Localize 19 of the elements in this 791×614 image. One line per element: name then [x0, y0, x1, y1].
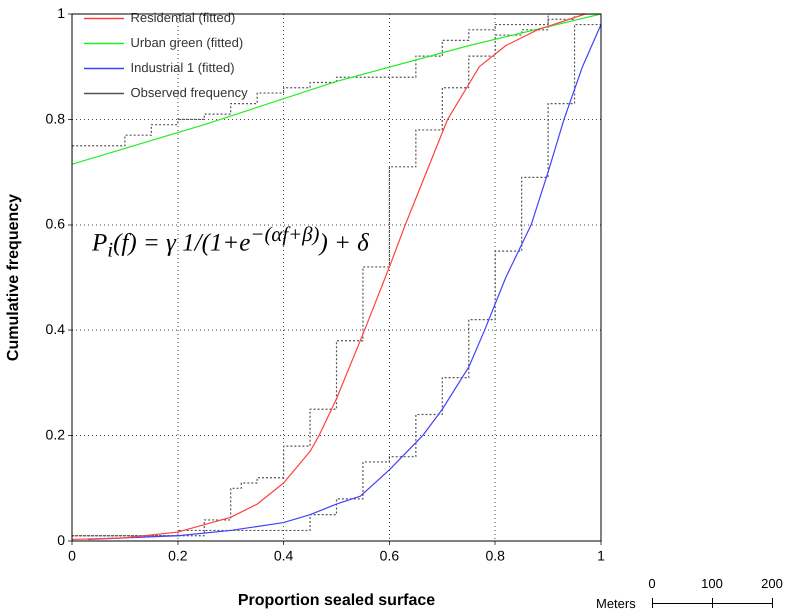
x-tick-label: 0.8	[485, 547, 506, 564]
x-tick-label: 0.2	[168, 547, 188, 564]
scale-bar: Meters 0 100 200	[596, 576, 786, 612]
x-axis-title: Proportion sealed surface	[238, 592, 436, 609]
x-tick-label: 0.4	[274, 547, 294, 564]
legend-label: Industrial 1 (fitted)	[130, 60, 235, 76]
x-tick-label: 0	[68, 547, 76, 564]
annotation: P$_{i}$(f) = γ 1/(1+e$^{−(αf+β)}$) + δ	[92, 222, 369, 262]
y-tick-label: 1	[57, 4, 66, 21]
legend-label: Observed frequency	[130, 85, 248, 100]
y-axis-title: Cumulative frequency	[5, 194, 22, 362]
x-tick-label: 1	[597, 547, 606, 564]
y-tick-label: 0.4	[46, 321, 66, 338]
legend-label: Urban green (fitted)	[130, 35, 244, 50]
x-tick-label: 0.6	[380, 547, 400, 564]
y-tick-label: 0.8	[46, 110, 66, 126]
y-tick-label: 0.6	[46, 216, 66, 232]
y-tick-label: 0	[57, 532, 66, 548]
y-tick-label: 0.2	[46, 426, 66, 442]
